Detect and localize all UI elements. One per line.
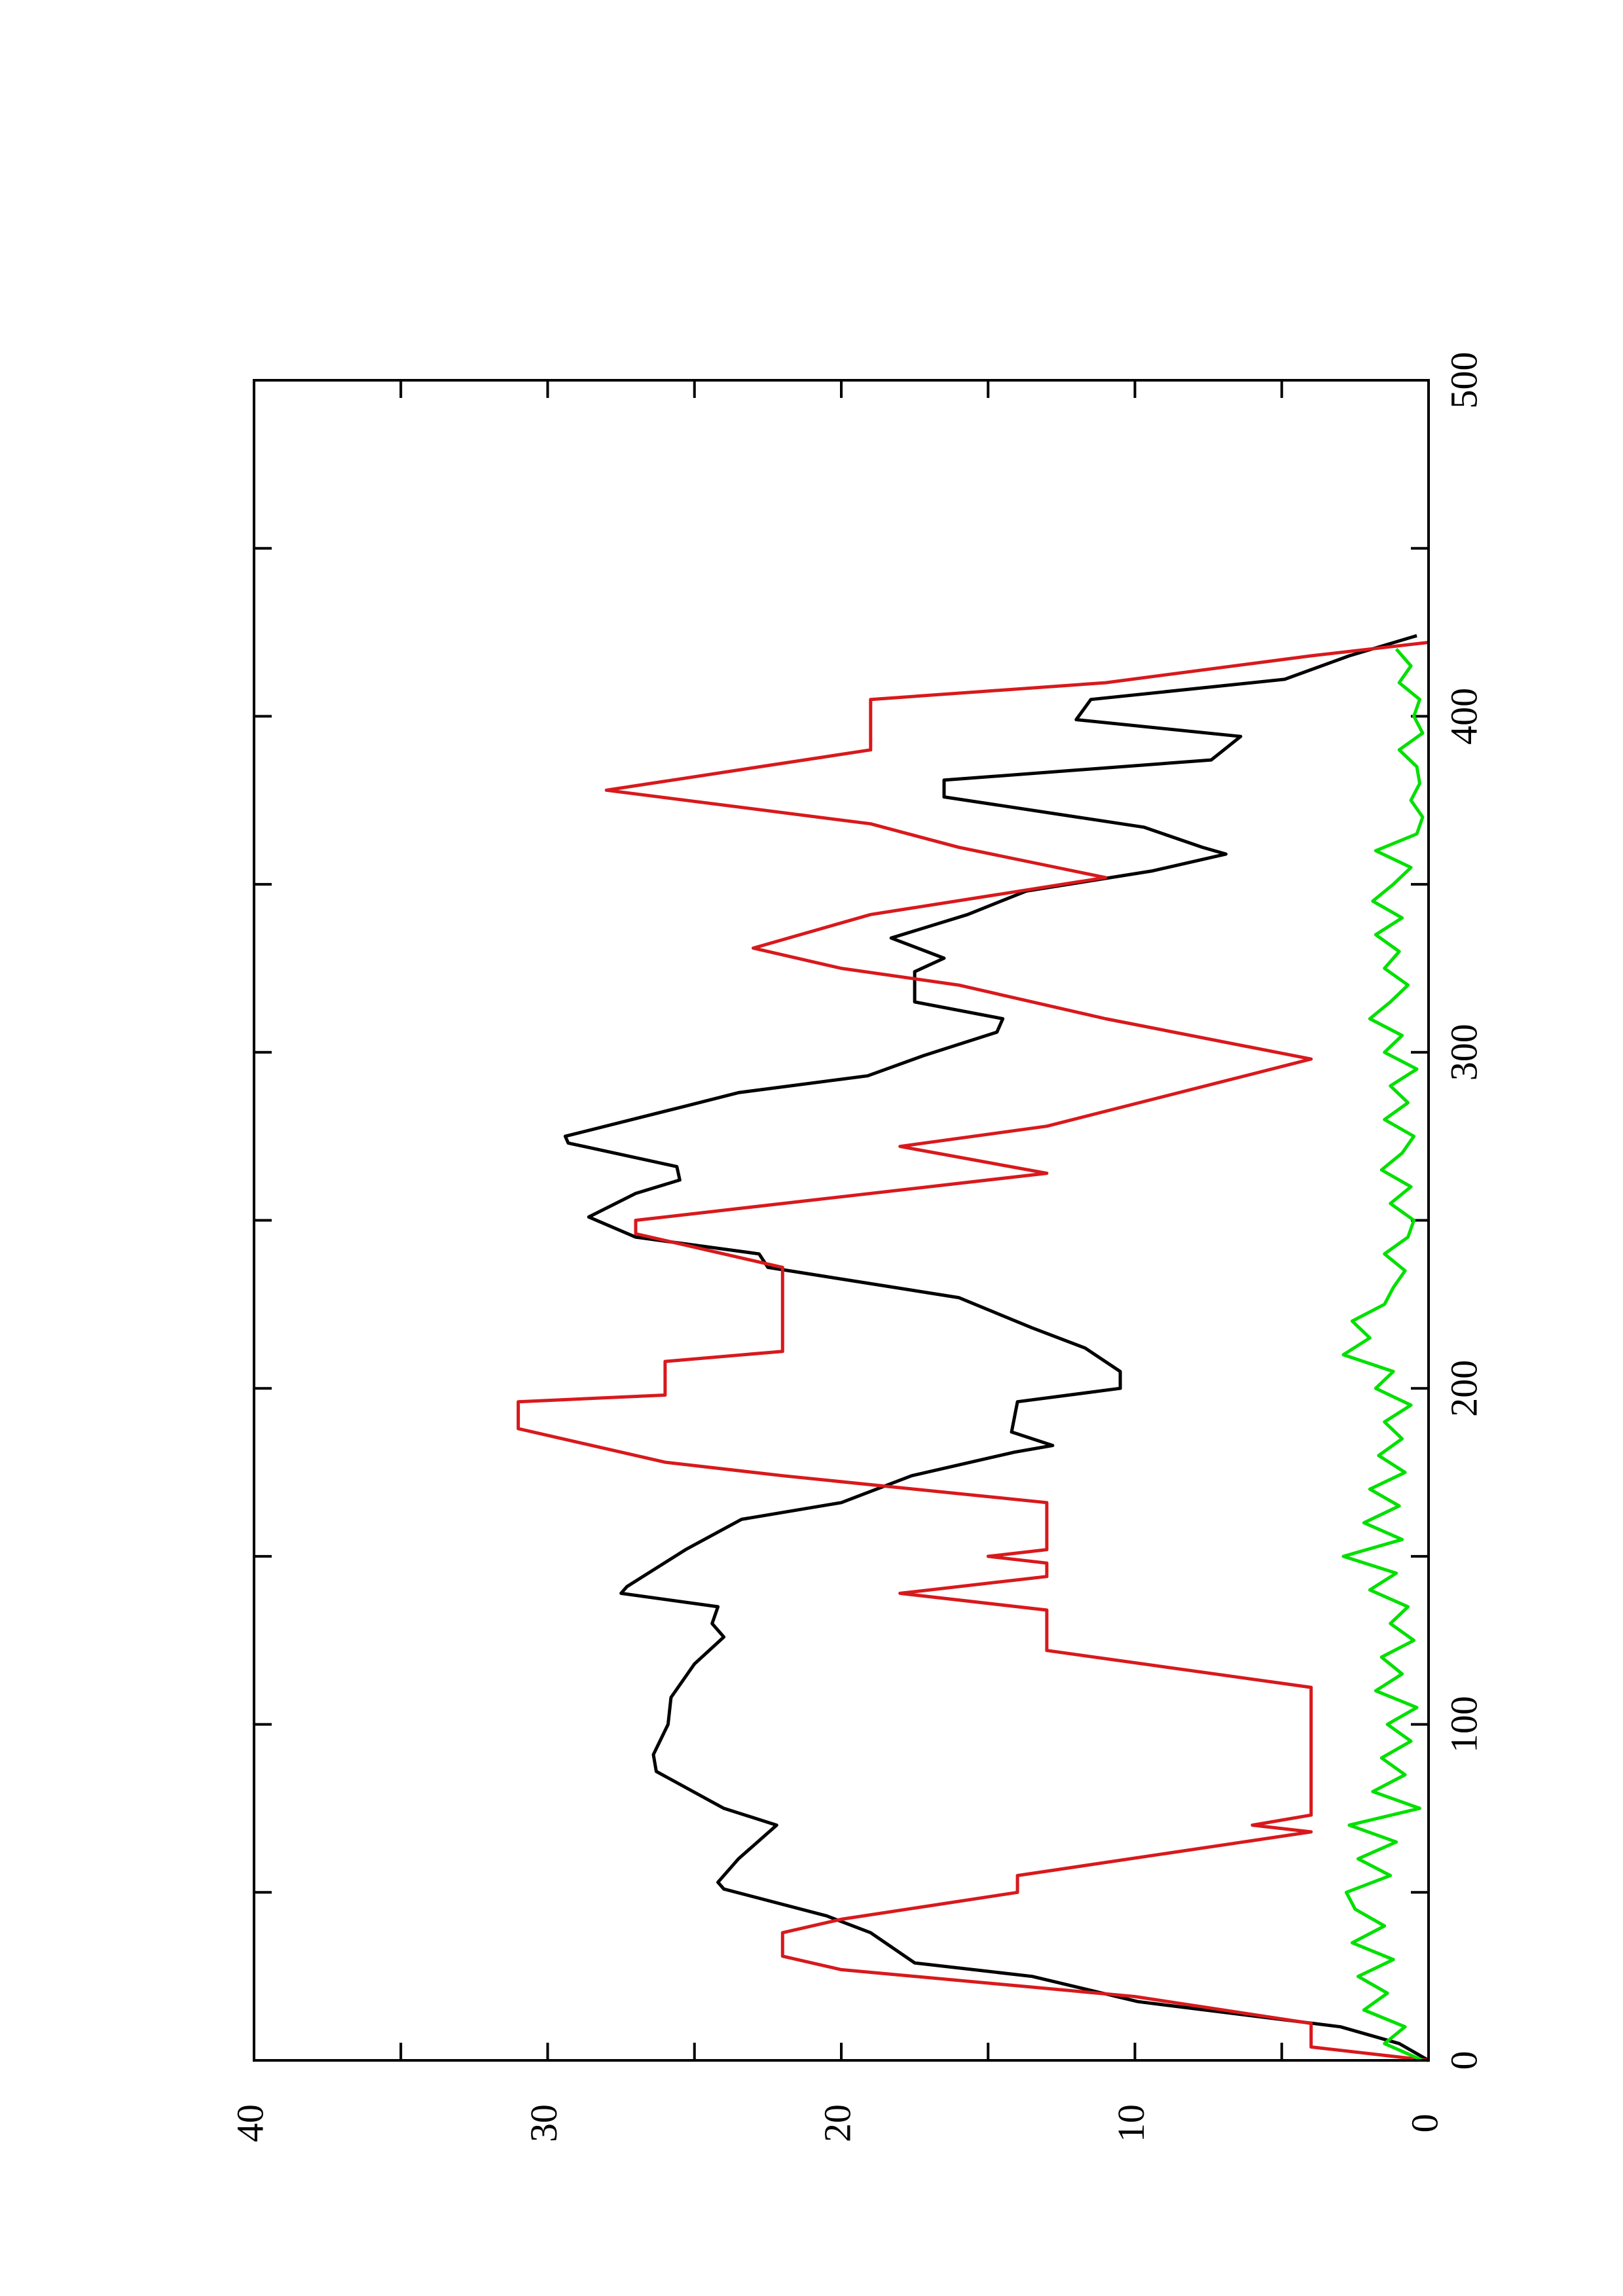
x-tick-label: 100 — [1442, 1696, 1485, 1753]
x-tick-label: 300 — [1442, 1024, 1485, 1081]
y-tick-label: 0 — [1403, 2114, 1446, 2133]
y-tick-label: 40 — [228, 2104, 271, 2142]
x-tick-label: 400 — [1442, 688, 1485, 745]
data-line — [563, 634, 1430, 2062]
x-tick-label: 500 — [1442, 352, 1485, 409]
data-line — [517, 641, 1429, 2062]
plot-frame — [253, 379, 1430, 2062]
y-tick-label: 30 — [522, 2104, 565, 2142]
y-tick-label: 20 — [816, 2104, 858, 2142]
y-tick-label: 10 — [1110, 2104, 1152, 2142]
x-tick-label: 200 — [1442, 1360, 1485, 1417]
data-line — [1341, 648, 1425, 2062]
x-tick-label: 0 — [1442, 2051, 1485, 2070]
